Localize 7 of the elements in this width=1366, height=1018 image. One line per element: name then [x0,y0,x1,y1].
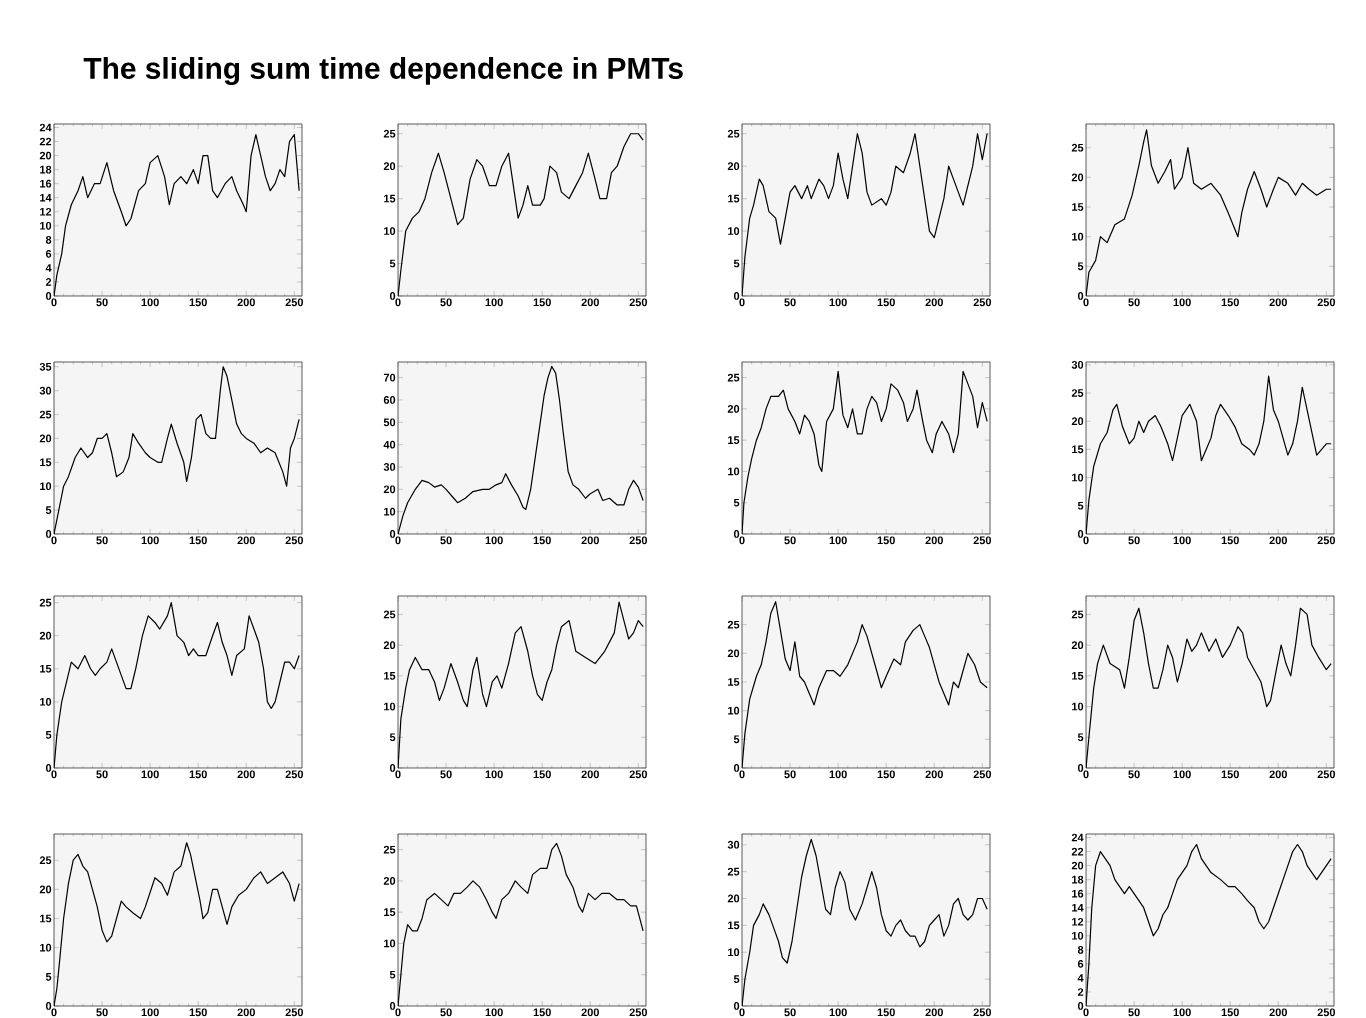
line-series [398,601,644,768]
line-series [54,133,300,296]
text: The sliding sum time dependence in PMTs [83,57,683,85]
line-series [398,365,644,534]
line-series [742,838,988,1006]
line-series [54,366,300,534]
line-series [1086,375,1332,534]
